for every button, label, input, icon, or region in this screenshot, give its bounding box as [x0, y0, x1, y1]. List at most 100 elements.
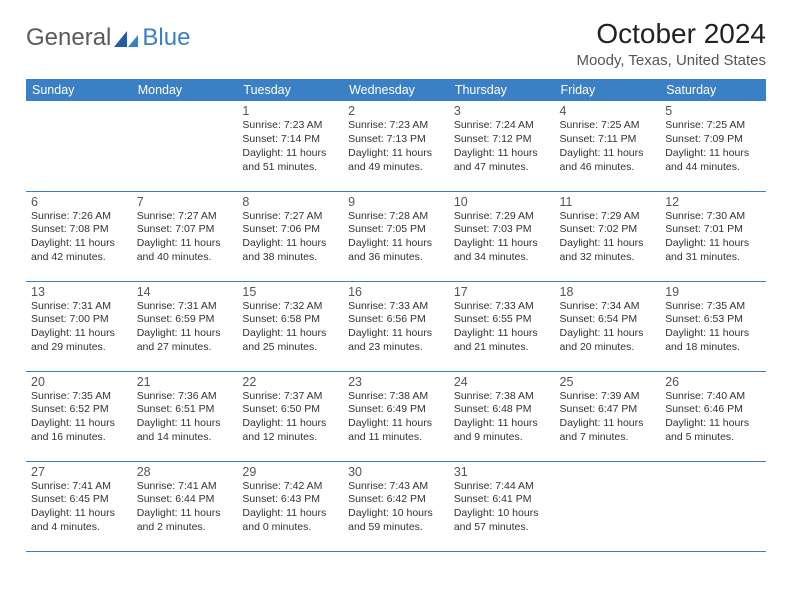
daylight-line: Daylight: 11 hours and 47 minutes.: [454, 147, 550, 175]
calendar-cell: 28Sunrise: 7:41 AMSunset: 6:44 PMDayligh…: [132, 461, 238, 551]
sunrise-line: Sunrise: 7:37 AM: [242, 390, 338, 404]
daylight-line: Daylight: 11 hours and 38 minutes.: [242, 237, 338, 265]
day-number: 1: [242, 104, 338, 118]
daylight-line: Daylight: 11 hours and 20 minutes.: [560, 327, 656, 355]
day-number: 4: [560, 104, 656, 118]
daylight-line: Daylight: 11 hours and 25 minutes.: [242, 327, 338, 355]
day-number: 23: [348, 375, 444, 389]
daylight-line: Daylight: 11 hours and 0 minutes.: [242, 507, 338, 535]
sunrise-line: Sunrise: 7:36 AM: [137, 390, 233, 404]
sunrise-line: Sunrise: 7:27 AM: [137, 210, 233, 224]
calendar-cell: 5Sunrise: 7:25 AMSunset: 7:09 PMDaylight…: [660, 101, 766, 191]
page: General Blue October 2024 Moody, Texas, …: [0, 0, 792, 562]
day-number: 5: [665, 104, 761, 118]
sunrise-line: Sunrise: 7:25 AM: [665, 119, 761, 133]
sunset-line: Sunset: 7:08 PM: [31, 223, 127, 237]
sunrise-line: Sunrise: 7:26 AM: [31, 210, 127, 224]
title-block: October 2024 Moody, Texas, United States: [576, 18, 766, 69]
daylight-line: Daylight: 11 hours and 27 minutes.: [137, 327, 233, 355]
sunrise-line: Sunrise: 7:42 AM: [242, 480, 338, 494]
calendar-row: 6Sunrise: 7:26 AMSunset: 7:08 PMDaylight…: [26, 191, 766, 281]
sunset-line: Sunset: 7:02 PM: [560, 223, 656, 237]
sunset-line: Sunset: 7:07 PM: [137, 223, 233, 237]
sunset-line: Sunset: 6:46 PM: [665, 403, 761, 417]
sunset-line: Sunset: 7:03 PM: [454, 223, 550, 237]
daylight-line: Daylight: 11 hours and 18 minutes.: [665, 327, 761, 355]
calendar-cell: 25Sunrise: 7:39 AMSunset: 6:47 PMDayligh…: [555, 371, 661, 461]
brand-part1: General: [26, 24, 111, 52]
calendar-cell: 9Sunrise: 7:28 AMSunset: 7:05 PMDaylight…: [343, 191, 449, 281]
daylight-line: Daylight: 11 hours and 7 minutes.: [560, 417, 656, 445]
day-number: 12: [665, 195, 761, 209]
daylight-line: Daylight: 11 hours and 23 minutes.: [348, 327, 444, 355]
day-number: 29: [242, 465, 338, 479]
day-header: Thursday: [449, 79, 555, 101]
calendar-cell: 21Sunrise: 7:36 AMSunset: 6:51 PMDayligh…: [132, 371, 238, 461]
sunrise-line: Sunrise: 7:32 AM: [242, 300, 338, 314]
daylight-line: Daylight: 11 hours and 44 minutes.: [665, 147, 761, 175]
sunrise-line: Sunrise: 7:38 AM: [348, 390, 444, 404]
calendar-cell: 16Sunrise: 7:33 AMSunset: 6:56 PMDayligh…: [343, 281, 449, 371]
day-number: 18: [560, 285, 656, 299]
day-number: 30: [348, 465, 444, 479]
day-number: 14: [137, 285, 233, 299]
daylight-line: Daylight: 11 hours and 9 minutes.: [454, 417, 550, 445]
day-header: Tuesday: [237, 79, 343, 101]
sunrise-line: Sunrise: 7:23 AM: [242, 119, 338, 133]
day-header-row: SundayMondayTuesdayWednesdayThursdayFrid…: [26, 79, 766, 101]
sunset-line: Sunset: 6:44 PM: [137, 493, 233, 507]
sunset-line: Sunset: 6:49 PM: [348, 403, 444, 417]
daylight-line: Daylight: 10 hours and 57 minutes.: [454, 507, 550, 535]
daylight-line: Daylight: 11 hours and 31 minutes.: [665, 237, 761, 265]
brand-logo: General Blue: [26, 18, 190, 52]
sunrise-line: Sunrise: 7:43 AM: [348, 480, 444, 494]
day-number: 3: [454, 104, 550, 118]
daylight-line: Daylight: 11 hours and 12 minutes.: [242, 417, 338, 445]
calendar-cell: [132, 101, 238, 191]
daylight-line: Daylight: 11 hours and 11 minutes.: [348, 417, 444, 445]
daylight-line: Daylight: 11 hours and 14 minutes.: [137, 417, 233, 445]
calendar-cell: [555, 461, 661, 551]
calendar-cell: 15Sunrise: 7:32 AMSunset: 6:58 PMDayligh…: [237, 281, 343, 371]
day-number: 10: [454, 195, 550, 209]
page-title: October 2024: [576, 18, 766, 50]
sunrise-line: Sunrise: 7:38 AM: [454, 390, 550, 404]
calendar-row: 20Sunrise: 7:35 AMSunset: 6:52 PMDayligh…: [26, 371, 766, 461]
day-number: 22: [242, 375, 338, 389]
calendar-cell: 20Sunrise: 7:35 AMSunset: 6:52 PMDayligh…: [26, 371, 132, 461]
sunset-line: Sunset: 6:58 PM: [242, 313, 338, 327]
daylight-line: Daylight: 11 hours and 42 minutes.: [31, 237, 127, 265]
calendar-cell: 10Sunrise: 7:29 AMSunset: 7:03 PMDayligh…: [449, 191, 555, 281]
calendar-cell: [660, 461, 766, 551]
day-number: 9: [348, 195, 444, 209]
daylight-line: Daylight: 11 hours and 29 minutes.: [31, 327, 127, 355]
sunrise-line: Sunrise: 7:30 AM: [665, 210, 761, 224]
calendar-row: 1Sunrise: 7:23 AMSunset: 7:14 PMDaylight…: [26, 101, 766, 191]
day-number: 16: [348, 285, 444, 299]
sunset-line: Sunset: 6:55 PM: [454, 313, 550, 327]
sunset-line: Sunset: 6:48 PM: [454, 403, 550, 417]
calendar-cell: 7Sunrise: 7:27 AMSunset: 7:07 PMDaylight…: [132, 191, 238, 281]
sunrise-line: Sunrise: 7:23 AM: [348, 119, 444, 133]
sunset-line: Sunset: 7:06 PM: [242, 223, 338, 237]
sunset-line: Sunset: 6:45 PM: [31, 493, 127, 507]
calendar-cell: 22Sunrise: 7:37 AMSunset: 6:50 PMDayligh…: [237, 371, 343, 461]
sunset-line: Sunset: 6:43 PM: [242, 493, 338, 507]
day-number: 17: [454, 285, 550, 299]
sunrise-line: Sunrise: 7:24 AM: [454, 119, 550, 133]
day-header: Saturday: [660, 79, 766, 101]
sunset-line: Sunset: 7:05 PM: [348, 223, 444, 237]
daylight-line: Daylight: 11 hours and 49 minutes.: [348, 147, 444, 175]
calendar-cell: 4Sunrise: 7:25 AMSunset: 7:11 PMDaylight…: [555, 101, 661, 191]
sunset-line: Sunset: 7:01 PM: [665, 223, 761, 237]
daylight-line: Daylight: 11 hours and 51 minutes.: [242, 147, 338, 175]
calendar-cell: 3Sunrise: 7:24 AMSunset: 7:12 PMDaylight…: [449, 101, 555, 191]
day-number: 31: [454, 465, 550, 479]
sunrise-line: Sunrise: 7:33 AM: [348, 300, 444, 314]
calendar-cell: 24Sunrise: 7:38 AMSunset: 6:48 PMDayligh…: [449, 371, 555, 461]
day-number: 26: [665, 375, 761, 389]
sunset-line: Sunset: 6:56 PM: [348, 313, 444, 327]
calendar-cell: 13Sunrise: 7:31 AMSunset: 7:00 PMDayligh…: [26, 281, 132, 371]
day-number: 2: [348, 104, 444, 118]
sunset-line: Sunset: 6:53 PM: [665, 313, 761, 327]
